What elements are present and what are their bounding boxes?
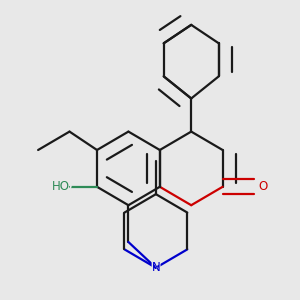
Text: O: O xyxy=(256,179,269,194)
Text: HO: HO xyxy=(48,179,73,194)
Text: HO: HO xyxy=(52,180,70,193)
Text: N: N xyxy=(152,261,160,274)
Text: N: N xyxy=(150,260,162,275)
Text: O: O xyxy=(258,180,268,193)
